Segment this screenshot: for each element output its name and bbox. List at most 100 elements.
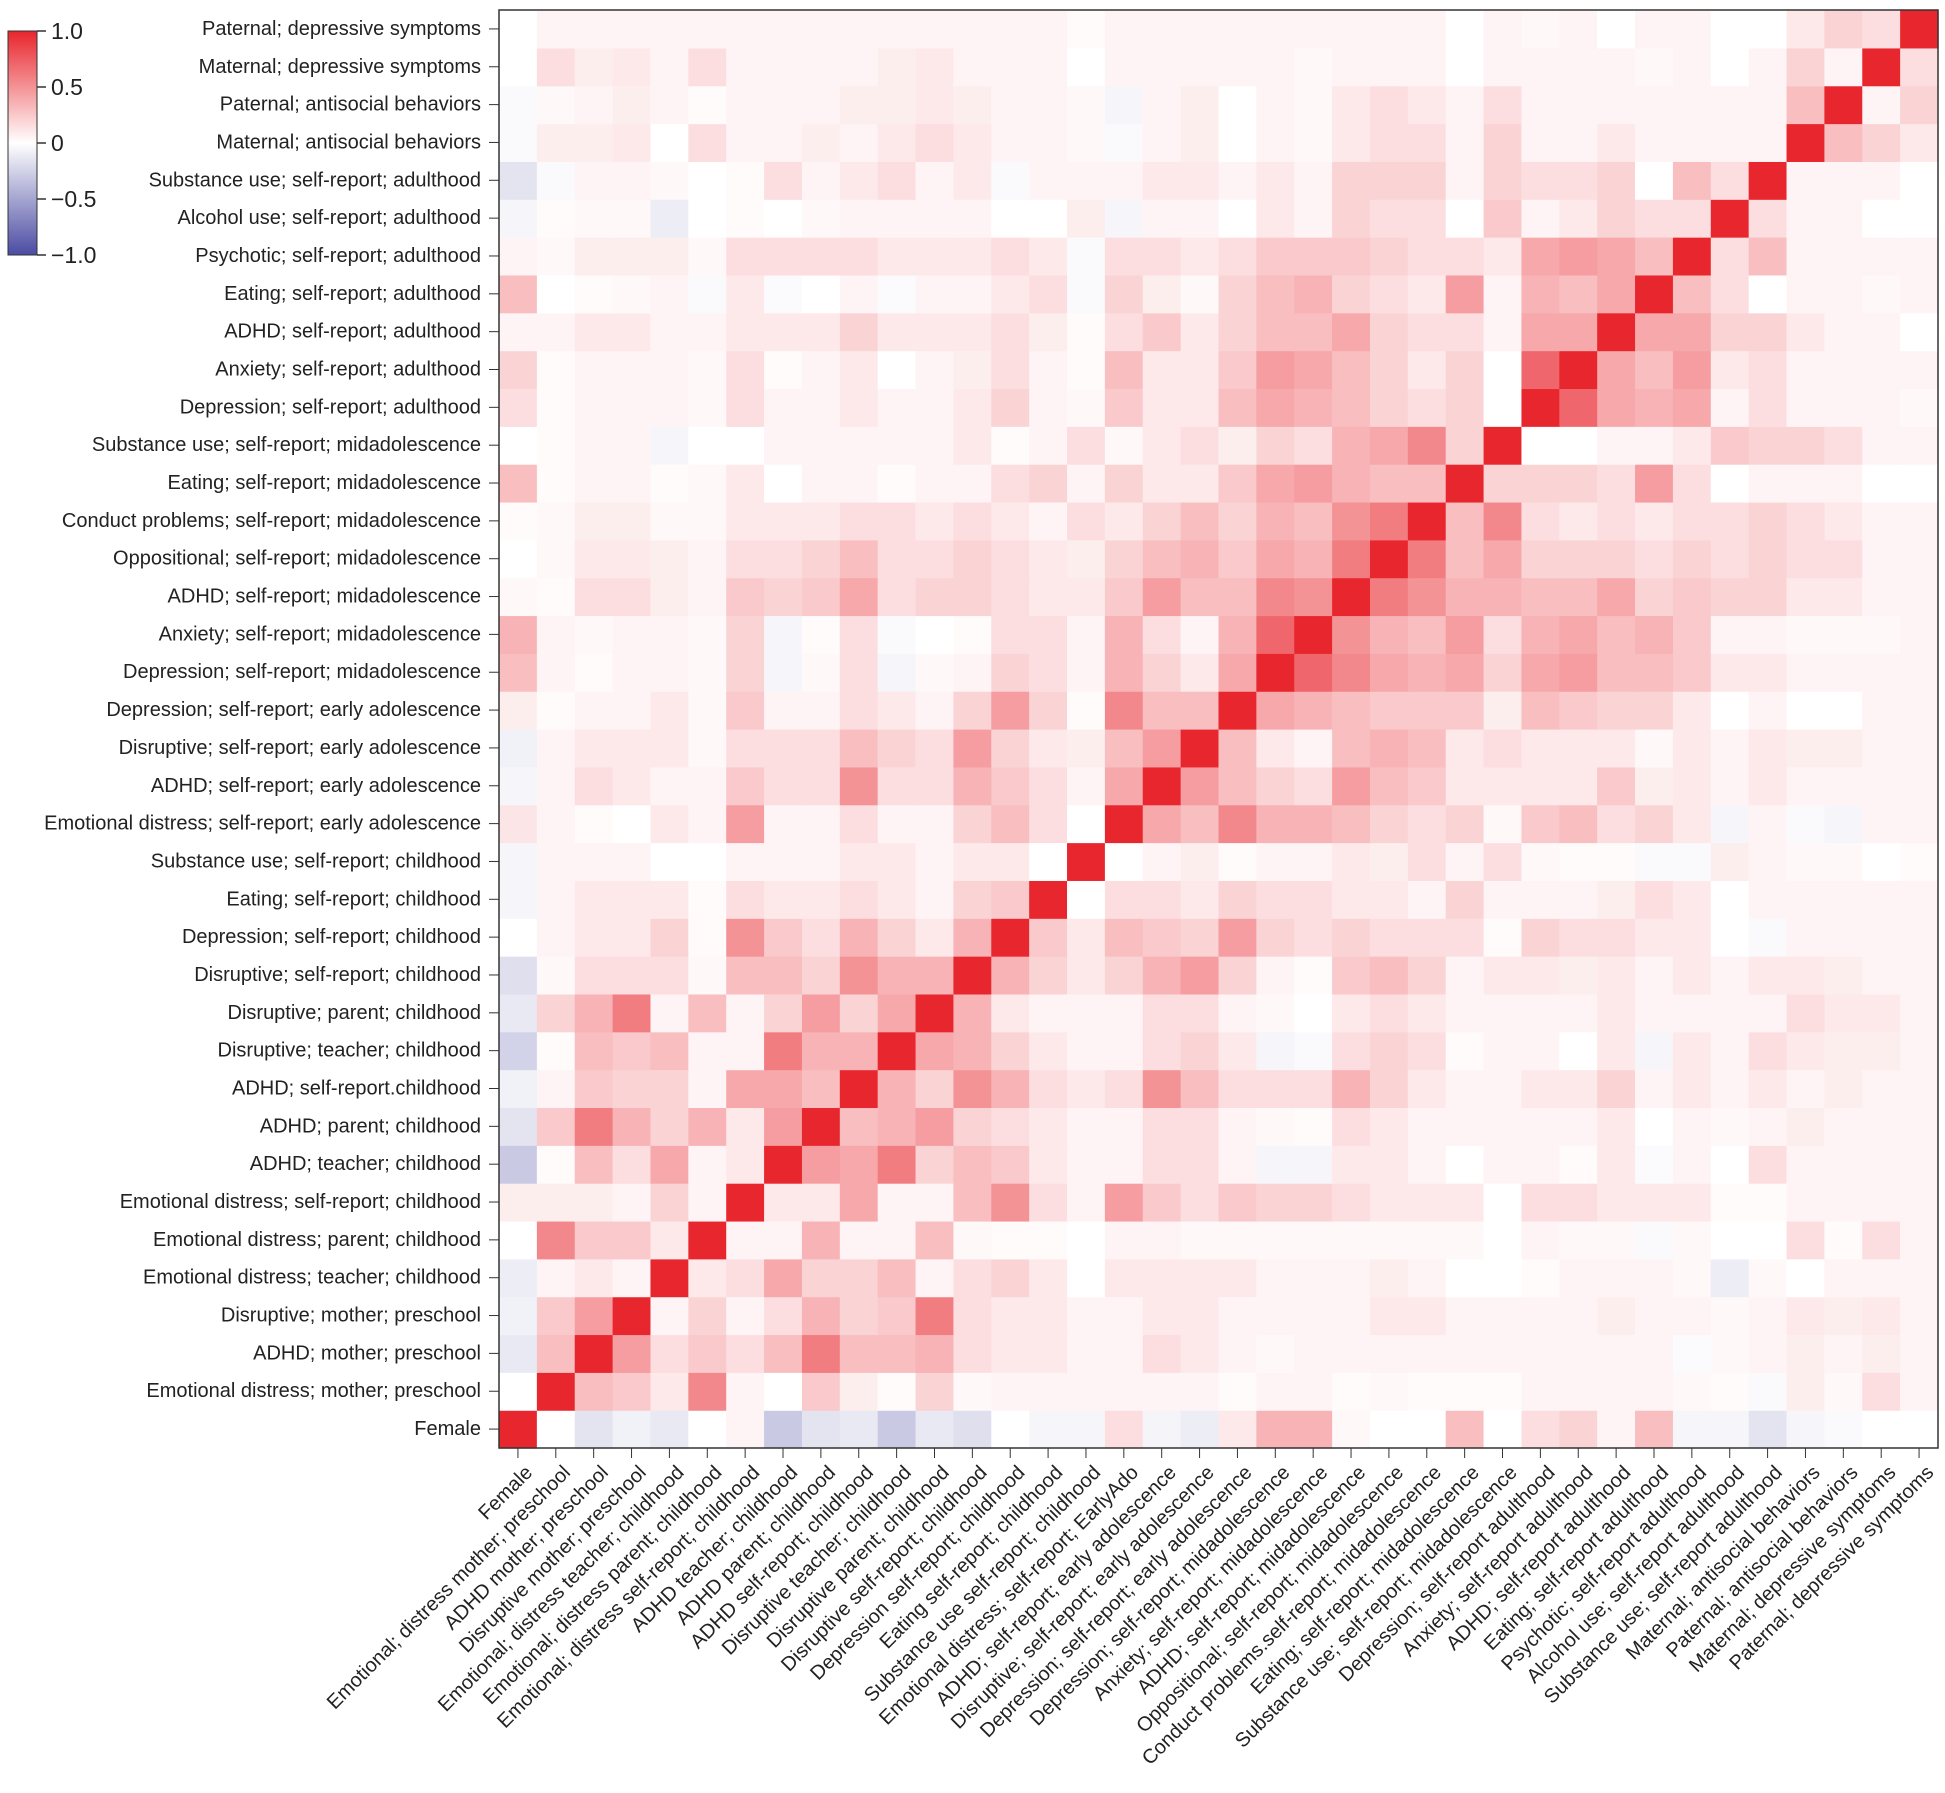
heatmap-cell bbox=[1483, 1220, 1523, 1260]
heatmap-cell bbox=[726, 237, 765, 276]
heatmap-cell bbox=[1029, 804, 1068, 844]
heatmap-cell bbox=[1748, 123, 1788, 162]
heatmap-cell bbox=[1597, 1410, 1636, 1449]
heatmap-cell bbox=[1521, 464, 1560, 503]
row-label: ADHD; self-report.childhood bbox=[232, 1078, 481, 1100]
heatmap-cell bbox=[650, 123, 689, 162]
heatmap-cell bbox=[764, 880, 803, 919]
heatmap-cell bbox=[1294, 1183, 1333, 1222]
heatmap-cell bbox=[801, 1296, 841, 1336]
heatmap-cell bbox=[1445, 1145, 1485, 1184]
heatmap-cell bbox=[991, 804, 1030, 844]
heatmap-cell bbox=[953, 956, 992, 995]
heatmap-cell bbox=[1597, 1296, 1636, 1336]
heatmap-cell bbox=[1786, 161, 1825, 200]
heatmap-cell bbox=[1407, 85, 1447, 125]
heatmap-cell bbox=[1862, 1372, 1901, 1411]
heatmap-cell bbox=[1218, 464, 1257, 503]
heatmap-cell bbox=[801, 691, 841, 730]
heatmap-cell bbox=[1445, 1258, 1485, 1298]
heatmap-cell bbox=[764, 577, 803, 617]
heatmap-cell bbox=[1218, 1031, 1257, 1071]
heatmap-cell bbox=[1067, 47, 1106, 87]
heatmap-cell bbox=[991, 161, 1030, 200]
heatmap-cell bbox=[1445, 577, 1485, 617]
heatmap-cell bbox=[1029, 1258, 1068, 1298]
row-label: Female bbox=[414, 1418, 481, 1440]
heatmap-cell bbox=[1786, 47, 1825, 87]
heatmap-cell bbox=[1369, 539, 1409, 579]
heatmap-cell bbox=[536, 388, 576, 427]
plot-frame bbox=[498, 9, 1939, 1449]
heatmap-cell bbox=[1483, 766, 1523, 806]
heatmap-cell bbox=[1294, 199, 1333, 238]
heatmap-cell bbox=[536, 615, 576, 654]
heatmap-cell bbox=[991, 426, 1030, 465]
heatmap-cell bbox=[1256, 85, 1295, 125]
heatmap-cell bbox=[1256, 842, 1295, 881]
heatmap-cell bbox=[877, 691, 917, 730]
heatmap-cell bbox=[801, 199, 841, 238]
heatmap-cell bbox=[1104, 199, 1144, 238]
heatmap-cell bbox=[1710, 1183, 1750, 1222]
heatmap-cell bbox=[1635, 1410, 1674, 1449]
heatmap-cell bbox=[991, 880, 1030, 919]
heatmap-cell bbox=[650, 350, 689, 390]
heatmap-cell bbox=[877, 1372, 917, 1411]
heatmap-cell bbox=[1597, 274, 1636, 314]
heatmap-cell bbox=[1483, 993, 1523, 1033]
heatmap-cell bbox=[1369, 1334, 1409, 1373]
heatmap-cell bbox=[1445, 237, 1485, 276]
heatmap-cell bbox=[650, 918, 689, 957]
heatmap-cell bbox=[499, 993, 538, 1033]
heatmap-cell bbox=[1597, 199, 1636, 238]
heatmap-cell bbox=[1218, 1410, 1257, 1449]
heatmap-cell bbox=[1369, 426, 1409, 465]
heatmap-cell bbox=[1029, 1069, 1068, 1109]
heatmap-cell bbox=[1900, 993, 1939, 1033]
heatmap-cell bbox=[1180, 1220, 1220, 1260]
heatmap-cell bbox=[1332, 1107, 1371, 1146]
heatmap-cell bbox=[1824, 161, 1863, 200]
heatmap-cell bbox=[764, 426, 803, 465]
heatmap-cell bbox=[650, 653, 689, 692]
heatmap-cell bbox=[1104, 1296, 1144, 1336]
heatmap-cell bbox=[726, 274, 765, 314]
heatmap-cell bbox=[536, 10, 576, 49]
heatmap-cell bbox=[1672, 1220, 1712, 1260]
heatmap-cell bbox=[1748, 10, 1788, 49]
heatmap-cell bbox=[1067, 842, 1106, 881]
heatmap-cell bbox=[1862, 426, 1901, 465]
heatmap-cell bbox=[1294, 691, 1333, 730]
heatmap-cell bbox=[574, 653, 614, 692]
heatmap-cell bbox=[688, 766, 727, 806]
heatmap-cell bbox=[1900, 350, 1939, 390]
heatmap-cell bbox=[1180, 85, 1220, 125]
heatmap-cell bbox=[1710, 918, 1750, 957]
heatmap-cell bbox=[1559, 350, 1598, 390]
heatmap-cell bbox=[499, 1069, 538, 1109]
heatmap-cell bbox=[1862, 729, 1901, 768]
heatmap-cell bbox=[877, 615, 917, 654]
heatmap-cell bbox=[1407, 1183, 1447, 1222]
heatmap-cell bbox=[574, 1410, 614, 1449]
heatmap-cell bbox=[1521, 842, 1560, 881]
heatmap-cell bbox=[1521, 237, 1560, 276]
heatmap-cell bbox=[953, 85, 992, 125]
heatmap-cell bbox=[1824, 47, 1863, 87]
heatmap-cell bbox=[688, 1031, 727, 1071]
heatmap-cell bbox=[839, 85, 879, 125]
heatmap-cell bbox=[1142, 1069, 1182, 1109]
heatmap-cell bbox=[536, 1107, 576, 1146]
heatmap-cell bbox=[1521, 1334, 1560, 1373]
heatmap-cell bbox=[1294, 539, 1333, 579]
heatmap-cell bbox=[839, 161, 879, 200]
heatmap-cell bbox=[1748, 1145, 1788, 1184]
heatmap-cell bbox=[839, 388, 879, 427]
heatmap-cell bbox=[1748, 539, 1788, 579]
heatmap-cell bbox=[1597, 10, 1636, 49]
heatmap-cell bbox=[1029, 615, 1068, 654]
heatmap-cell bbox=[1786, 918, 1825, 957]
heatmap-cell bbox=[1597, 350, 1636, 390]
heatmap-cell bbox=[650, 312, 689, 352]
